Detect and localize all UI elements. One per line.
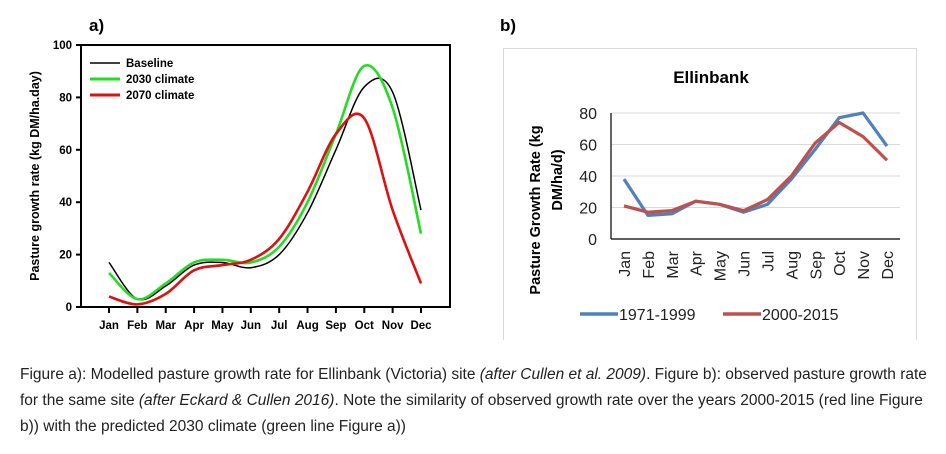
caption-citation: (after Cullen et al. 2009)	[479, 366, 647, 383]
caption-text: Figure a): Modelled pasture growth rate …	[20, 366, 480, 383]
y-axis-label-line2: DM/ha/d)	[550, 149, 566, 210]
legend-label: Baseline	[126, 58, 173, 70]
caption-text: . Note the similarity of observed growth…	[20, 392, 923, 435]
series-line-2030-climate	[108, 64, 423, 301]
x-tick-label: Jul	[760, 251, 777, 271]
x-tick-label: Aug	[784, 251, 801, 279]
series-line-baseline	[108, 77, 422, 301]
x-tick-label: Nov	[382, 320, 404, 332]
legend-label: 1971-1999	[619, 307, 696, 324]
y-tick-label: 60	[579, 138, 597, 155]
panel-a-label: a)	[89, 16, 105, 35]
y-axis-label-line1: Pasture Growth Rate (kg	[528, 125, 544, 294]
x-tick-label: Jun	[241, 320, 261, 332]
x-tick-label: Dec	[410, 320, 432, 332]
x-tick-label: Apr	[689, 250, 706, 276]
chart-b: Ellinbank 0 20 40 60 80 Jan Feb Mar Apr May Jun Jul A…	[528, 68, 900, 324]
x-tick-label: Jan	[99, 320, 119, 332]
legend-label: 2030 climate	[126, 74, 194, 86]
y-tick-label: 80	[579, 106, 597, 123]
x-tick-label: Sep	[808, 251, 825, 280]
x-tick-label: Oct	[355, 320, 374, 332]
x-tick-label: Jan	[617, 251, 634, 277]
y-tick-label: 20	[579, 201, 597, 218]
series-line-2000-2015	[623, 120, 889, 214]
x-tick-label: Dec	[880, 251, 897, 279]
x-tick-label: May	[713, 251, 730, 281]
legend-label: 2000-2015	[762, 307, 839, 324]
x-tick-label: Oct	[832, 250, 849, 275]
y-tick-label: 20	[59, 250, 72, 262]
caption-citation: (after Eckard & Cullen 2016)	[138, 392, 335, 409]
chart-title: Ellinbank	[673, 68, 749, 87]
y-axis-label: Pasture growth rate (kg DM/ha.day)	[28, 71, 42, 281]
x-tick-label: Mar	[156, 320, 177, 332]
y-tick-label: 0	[588, 232, 597, 249]
y-tick-label: 100	[53, 40, 72, 52]
y-tick-label: 40	[579, 169, 597, 186]
y-tick-label: 0	[66, 302, 72, 314]
panel-b-label: b)	[500, 16, 517, 35]
x-tick-label: Jun	[737, 251, 754, 277]
y-tick-label: 80	[59, 92, 72, 104]
series-line-2070-climate	[108, 112, 423, 306]
x-tick-label: Apr	[184, 320, 204, 332]
chart-a: 0 20 40 60 80 100 Jan Feb Mar Apr May Jun Jul Aug Sep O…	[28, 40, 451, 332]
plot-frame	[80, 44, 451, 308]
x-tick-label: Aug	[296, 320, 318, 332]
x-tick-label: Feb	[641, 251, 658, 279]
caption-text: . Figure b): observed pasture growth rat…	[20, 366, 927, 409]
series-line-1971-1999	[622, 111, 889, 217]
x-tick-label: Mar	[665, 250, 682, 278]
x-tick-label: Sep	[325, 320, 346, 332]
y-tick-label: 60	[59, 145, 72, 157]
chart-b-frame	[503, 48, 917, 340]
legend-label: 2070 climate	[126, 90, 194, 102]
x-tick-label: Feb	[127, 320, 147, 332]
y-tick-label: 40	[59, 197, 72, 209]
x-tick-label: Jul	[271, 320, 288, 332]
x-tick-label: Nov	[856, 251, 873, 279]
figure-caption: Figure a): Modelled pasture growth rate …	[20, 362, 940, 440]
x-tick-label: May	[211, 320, 234, 332]
